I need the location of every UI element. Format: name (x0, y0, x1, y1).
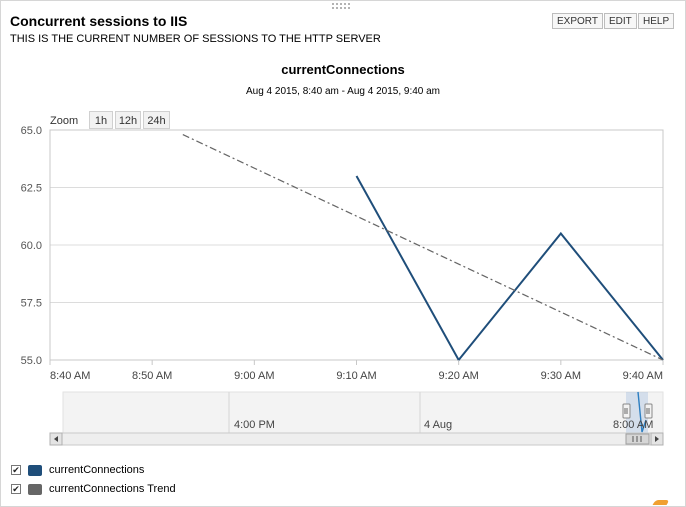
legend-label: currentConnections (49, 464, 145, 476)
legend-checkbox-icon[interactable]: ✔ (11, 484, 21, 494)
y-tick-label: 62.5 (21, 183, 42, 195)
legend-checkbox-icon[interactable]: ✔ (11, 465, 21, 475)
navigator-label: 8:00 AM (613, 419, 653, 431)
x-tick-label: 8:50 AM (132, 370, 172, 382)
y-tick-label: 65.0 (21, 125, 42, 137)
y-tick-label: 57.5 (21, 298, 42, 310)
navigator-selection (626, 392, 648, 433)
arrow-left-icon (54, 436, 58, 442)
zoom-label: Zoom (50, 115, 79, 127)
series-line-current-connections (355, 175, 664, 362)
navigator-label: 4 Aug (424, 419, 452, 431)
export-button[interactable]: EXPORT (552, 13, 603, 29)
chart-date-range: Aug 4 2015, 8:40 am - Aug 4 2015, 9:40 a… (245, 86, 441, 97)
navigator-label: 4:00 PM (234, 419, 275, 431)
legend-swatch (28, 465, 42, 476)
x-tick-label: 9:30 AM (541, 370, 581, 382)
chart-title: currentConnections (281, 62, 405, 77)
widget-subtitle: THIS IS THE CURRENT NUMBER OF SESSIONS T… (10, 33, 381, 45)
series-line-trend (182, 134, 664, 361)
x-tick-label: 9:10 AM (336, 370, 376, 382)
navigator-area (62, 391, 664, 434)
x-tick-label: 8:40 AM (50, 370, 90, 382)
edit-button[interactable]: EDIT (604, 13, 637, 29)
y-tick-label: 60.0 (21, 240, 42, 252)
x-tick-label: 9:00 AM (234, 370, 274, 382)
arrow-right-icon (655, 436, 659, 442)
legend-swatch (28, 484, 42, 495)
navigator-series (637, 391, 647, 433)
zoom-24h-button[interactable]: 24h (143, 111, 170, 129)
scrollbar-track[interactable] (49, 432, 664, 446)
widget-title: Concurrent sessions to IIS (10, 13, 188, 29)
resize-corner-icon[interactable] (652, 500, 670, 505)
y-tick-label: 55.0 (21, 355, 42, 367)
zoom-12h-button[interactable]: 12h (115, 111, 141, 129)
drag-handle-icon[interactable] (331, 2, 351, 10)
x-tick-label: 9:20 AM (438, 370, 478, 382)
legend-label: currentConnections Trend (49, 483, 176, 495)
x-tick-label: 9:40 AM (623, 370, 663, 382)
zoom-1h-button[interactable]: 1h (89, 111, 113, 129)
help-button[interactable]: HELP (638, 13, 675, 29)
